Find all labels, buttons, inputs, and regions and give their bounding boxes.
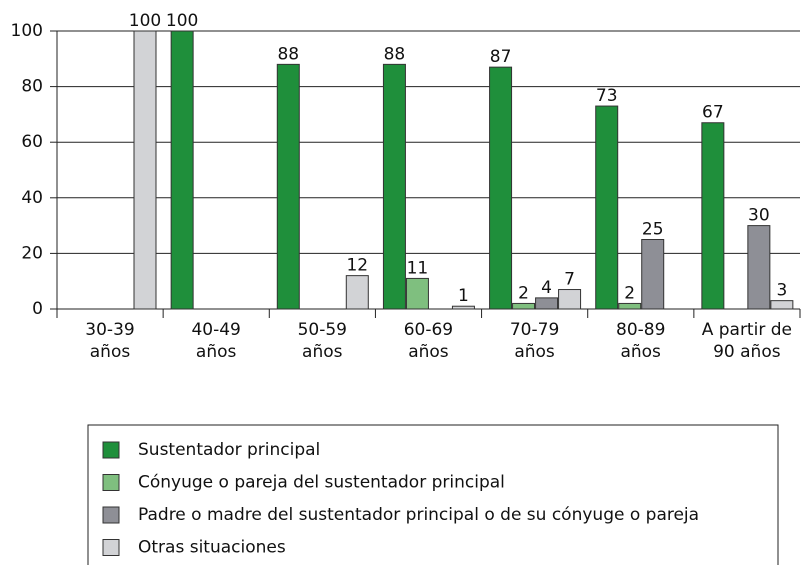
- x-tick-label: 30-39 años: [85, 320, 135, 362]
- y-tick-label: 100: [11, 21, 43, 41]
- data-label: 11: [407, 258, 429, 278]
- data-label: 88: [277, 44, 299, 64]
- data-label: 7: [564, 270, 575, 290]
- bar: [747, 225, 771, 310]
- legend-swatch: [102, 539, 120, 556]
- bar: [618, 302, 642, 310]
- legend-swatch: [102, 474, 120, 491]
- data-label: 12: [346, 256, 368, 276]
- x-tick-label: 80-89 años: [616, 320, 666, 362]
- bar: [701, 122, 725, 310]
- data-label: 1: [458, 286, 469, 306]
- legend-swatch: [102, 441, 120, 459]
- bar: [535, 297, 559, 310]
- data-label: 25: [642, 220, 664, 240]
- bar: [641, 239, 665, 310]
- y-tick-label: 80: [21, 77, 43, 97]
- bar: [558, 289, 582, 310]
- legend-label: Cónyuge o pareja del sustentador princip…: [138, 473, 505, 493]
- data-label: 100: [166, 11, 198, 31]
- data-label: 4: [541, 278, 552, 298]
- x-tick-label: 70-79 años: [509, 320, 560, 362]
- y-tick-label: 20: [21, 243, 43, 263]
- data-label: 88: [384, 44, 406, 64]
- data-label: 87: [490, 47, 512, 67]
- legend-label: Otras situaciones: [138, 538, 286, 558]
- data-label: 30: [748, 206, 770, 226]
- y-tick-label: 60: [21, 132, 43, 152]
- legend-label: Sustentador principal: [138, 440, 320, 460]
- x-tick-label: 50-59 años: [297, 320, 347, 362]
- data-label: 2: [624, 283, 635, 303]
- bar: [770, 300, 794, 310]
- bar: [489, 66, 513, 310]
- legend-label: Padre o madre del sustentador principal …: [138, 505, 699, 525]
- bar: [512, 302, 536, 310]
- bar: [133, 30, 157, 310]
- data-label: 67: [702, 103, 724, 123]
- y-tick-label: 40: [21, 188, 43, 208]
- x-tick-label: A partir de 90 años: [701, 320, 792, 362]
- bar: [170, 30, 194, 310]
- legend-swatch: [102, 506, 120, 524]
- data-label: 2: [518, 283, 529, 303]
- data-label: 100: [129, 11, 161, 31]
- bar: [345, 275, 369, 310]
- y-tick-label: 0: [32, 299, 43, 319]
- bar: [382, 63, 406, 310]
- x-tick-label: 40-49 años: [191, 320, 241, 362]
- x-tick-label: 60-69 años: [403, 320, 454, 362]
- data-label: 73: [596, 86, 618, 106]
- bar: [405, 277, 429, 310]
- bar: [276, 63, 300, 310]
- legend-box: [87, 424, 779, 565]
- data-label: 3: [776, 281, 787, 301]
- bar: [451, 305, 475, 310]
- bar: [595, 105, 619, 310]
